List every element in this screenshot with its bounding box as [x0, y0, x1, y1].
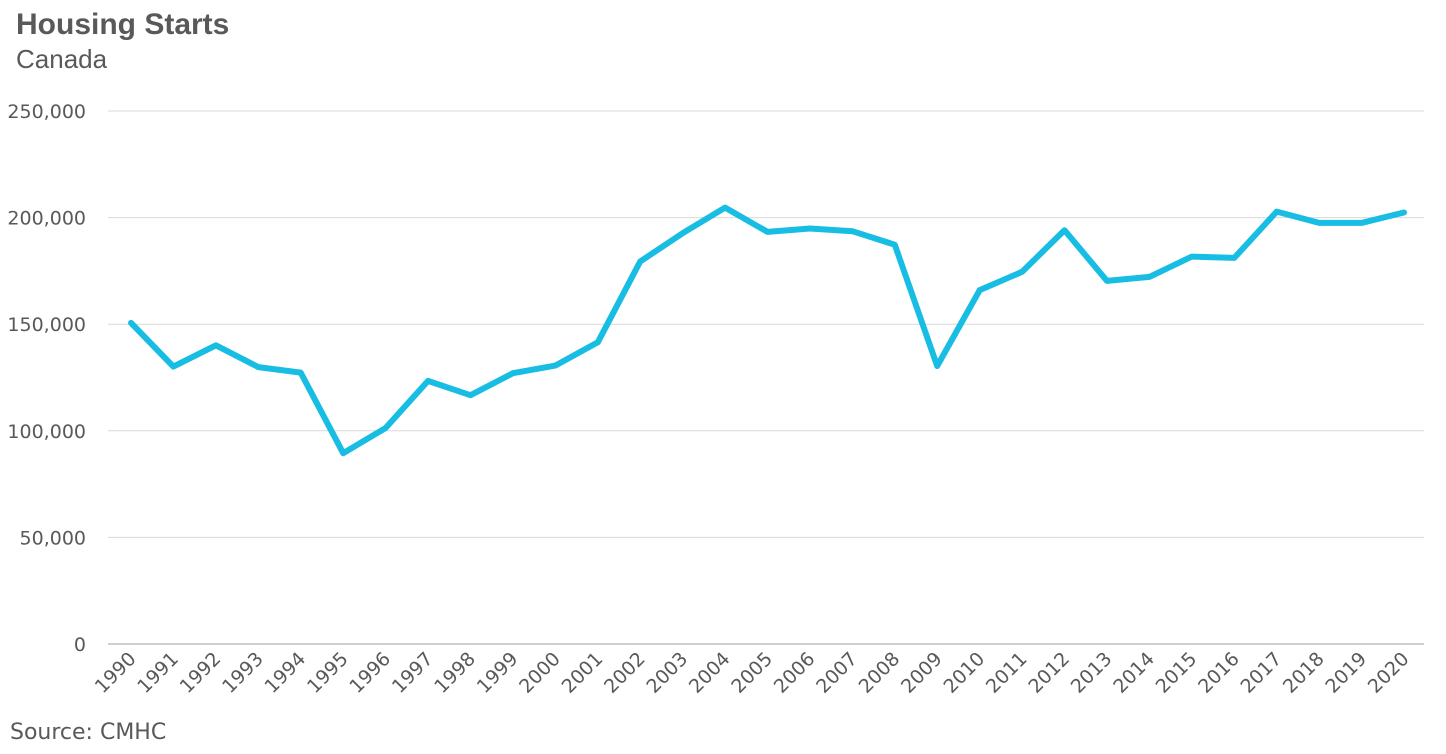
x-tick-label: 2002 — [600, 648, 650, 698]
y-axis-tick-labels: 0 50,000 100,000 150,000 200,000 250,000 — [7, 101, 86, 656]
y-tick-label: 50,000 — [20, 527, 86, 549]
chart-subtitle: Canada — [16, 44, 108, 74]
x-tick-label: 2017 — [1236, 648, 1286, 698]
x-tick-label: 2007 — [812, 648, 862, 698]
x-tick-label: 1990 — [91, 648, 141, 698]
series-layer — [128, 204, 1407, 457]
x-tick-label: 1999 — [473, 648, 523, 698]
x-tick-label: 1994 — [261, 648, 311, 698]
y-tick-label: 0 — [74, 634, 86, 656]
x-tick-label: 1997 — [388, 648, 438, 698]
x-tick-label: 2016 — [1194, 648, 1244, 698]
x-tick-label: 2010 — [939, 648, 989, 698]
x-tick-label: 1995 — [303, 648, 353, 698]
y-tick-label: 150,000 — [7, 314, 86, 336]
y-tick-label: 250,000 — [7, 101, 86, 123]
x-tick-label: 1993 — [218, 648, 268, 698]
x-tick-label: 2011 — [982, 648, 1032, 698]
x-tick-label: 2005 — [727, 648, 777, 698]
x-tick-label: 1992 — [176, 648, 226, 698]
x-tick-label: 2018 — [1279, 648, 1329, 698]
x-tick-label: 2000 — [515, 648, 565, 698]
x-tick-label: 2003 — [642, 648, 692, 698]
y-tick-label: 100,000 — [7, 421, 86, 443]
x-tick-label: 2006 — [770, 648, 820, 698]
x-tick-label: 2001 — [558, 648, 608, 698]
x-tick-label: 1991 — [133, 648, 183, 698]
series-line — [128, 204, 1407, 457]
x-tick-label: 1996 — [345, 648, 395, 698]
x-tick-label: 2019 — [1321, 648, 1371, 698]
x-tick-label: 2012 — [1024, 648, 1074, 698]
x-tick-label: 2008 — [855, 648, 905, 698]
chart-title: Housing Starts — [16, 8, 230, 41]
x-tick-label: 1998 — [430, 648, 480, 698]
x-tick-label: 2009 — [897, 648, 947, 698]
y-tick-label: 200,000 — [7, 208, 86, 230]
x-tick-label: 2013 — [1067, 648, 1117, 698]
x-axis-tick-labels: 1990199119921993199419951996199719981999… — [91, 648, 1414, 698]
source-note: Source: CMHC — [10, 720, 167, 745]
x-tick-label: 2015 — [1152, 648, 1202, 698]
x-tick-label: 2020 — [1364, 648, 1414, 698]
x-tick-label: 2004 — [685, 648, 735, 698]
gridlines — [108, 110, 1424, 645]
x-tick-label: 2014 — [1109, 648, 1159, 698]
